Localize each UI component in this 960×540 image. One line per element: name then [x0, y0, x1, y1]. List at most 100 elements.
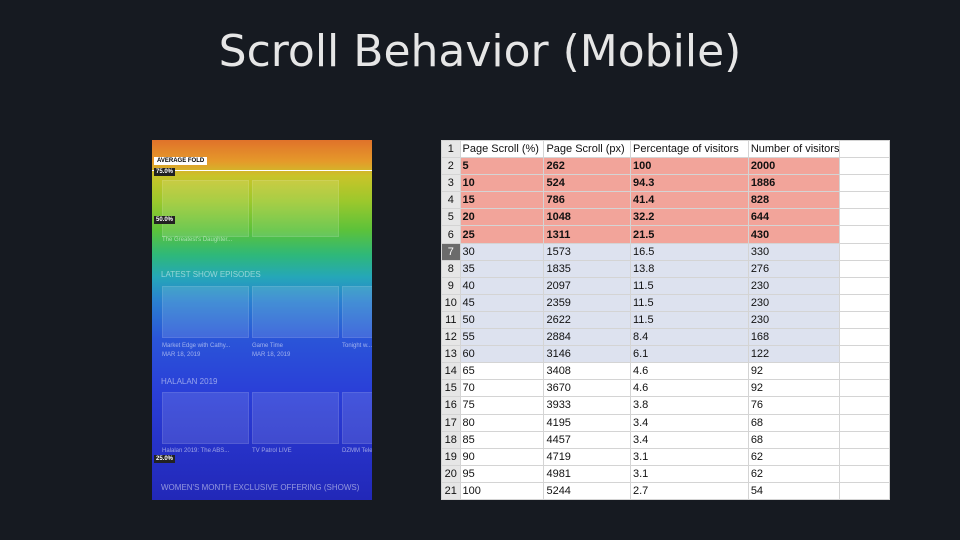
- cell: 41.4: [630, 191, 749, 210]
- empty-cell: [839, 259, 890, 278]
- caption: Market Edge with Cathy...: [162, 343, 231, 349]
- cell: 330: [747, 242, 841, 261]
- row-number: 20: [441, 464, 461, 483]
- row-number: 7: [441, 242, 461, 261]
- caption: MAR 18, 2019: [252, 352, 291, 358]
- empty-cell: [839, 328, 890, 347]
- row-number: 4: [441, 191, 461, 210]
- cell: 2097: [543, 276, 631, 295]
- empty-cell: [839, 208, 890, 227]
- data-row: 20 95 4981 3.1 62: [441, 464, 890, 483]
- empty-cell: [839, 430, 890, 449]
- cell: 62: [747, 464, 841, 483]
- data-row: 6 25 1311 21.5 430: [441, 225, 890, 244]
- data-row: 8 35 1835 13.8 276: [441, 259, 890, 278]
- data-row: 14 65 3408 4.6 92: [441, 362, 890, 381]
- data-row: 15 70 3670 4.6 92: [441, 379, 890, 398]
- cell: 3933: [543, 396, 631, 415]
- cell: 15: [459, 191, 545, 210]
- row-number: 18: [441, 430, 461, 449]
- cell: 644: [747, 208, 841, 227]
- column-header: Page Scroll (px): [543, 139, 631, 159]
- column-header: Number of visitors: [747, 139, 841, 159]
- caption: Game Time: [252, 343, 284, 349]
- data-row: 10 45 2359 11.5 230: [441, 293, 890, 312]
- cell: 55: [459, 328, 545, 347]
- cell: 4719: [543, 447, 631, 466]
- cell: 230: [747, 310, 841, 330]
- cell: 3670: [543, 379, 631, 398]
- row-number: 9: [441, 276, 461, 295]
- data-row: 17 80 4195 3.4 68: [441, 413, 890, 432]
- caption: The Greatest's Daughter...: [162, 237, 233, 243]
- cell: 90: [459, 447, 545, 466]
- fold-line: [152, 170, 372, 171]
- data-row: 19 90 4719 3.1 62: [441, 447, 890, 466]
- cell: 262: [543, 157, 631, 176]
- cell: 35: [459, 259, 545, 278]
- cell: 2622: [543, 310, 631, 330]
- data-row: 9 40 2097 11.5 230: [441, 276, 890, 295]
- cell: 11.5: [630, 276, 749, 295]
- cell: 828: [747, 191, 841, 210]
- row-number: 11: [441, 310, 461, 330]
- caption: MAR 18, 2019: [162, 352, 201, 358]
- cell: 230: [747, 293, 841, 312]
- scroll-marker: 50.0%: [154, 216, 176, 224]
- empty-cell: [839, 396, 890, 415]
- cell: 4.6: [630, 379, 749, 398]
- empty-cell: [839, 174, 890, 193]
- cell: 786: [543, 191, 631, 210]
- cell: 1835: [543, 259, 631, 278]
- cell: 68: [747, 430, 841, 449]
- data-row: 16 75 3933 3.8 76: [441, 396, 890, 415]
- scroll-marker: 25.0%: [154, 455, 176, 463]
- empty-cell: [839, 139, 890, 159]
- cell: 68: [747, 413, 841, 432]
- cell: 94.3: [630, 174, 749, 193]
- data-row: 5 20 1048 32.2 644: [441, 208, 890, 227]
- cell: 92: [747, 362, 841, 381]
- cell: 2.7: [630, 481, 749, 500]
- column-header: Page Scroll (%): [459, 139, 545, 159]
- cell: 5: [459, 157, 545, 176]
- cell: 80: [459, 413, 545, 432]
- empty-cell: [839, 225, 890, 244]
- cell: 1048: [543, 208, 631, 227]
- cell: 3408: [543, 362, 631, 381]
- scroll-marker: 75.0%: [154, 168, 176, 176]
- cell: 524: [543, 174, 631, 193]
- cell: 70: [459, 379, 545, 398]
- data-row: 4 15 786 41.4 828: [441, 191, 890, 210]
- data-row: 13 60 3146 6.1 122: [441, 345, 890, 364]
- row-number: 19: [441, 447, 461, 466]
- cell: 13.8: [630, 259, 749, 278]
- data-row: 7 30 1573 16.5 330: [441, 242, 890, 261]
- row-number: 3: [441, 174, 461, 193]
- cell: 4457: [543, 430, 631, 449]
- cell: 168: [747, 328, 841, 347]
- section-heading: LATEST SHOW EPISODES: [161, 270, 261, 279]
- data-row: 11 50 2622 11.5 230: [441, 310, 890, 330]
- cell: 3.4: [630, 430, 749, 449]
- empty-cell: [839, 464, 890, 483]
- row-number: 2: [441, 157, 461, 176]
- data-row: 18 85 4457 3.4 68: [441, 430, 890, 449]
- empty-cell: [839, 293, 890, 312]
- empty-cell: [839, 481, 890, 500]
- cell: 3.4: [630, 413, 749, 432]
- cell: 65: [459, 362, 545, 381]
- row-number: 12: [441, 328, 461, 347]
- scroll-heatmap: AVERAGE FOLD 75.0% 50.0% 25.0% LATEST SHOW …: [152, 140, 372, 500]
- cell: 21.5: [630, 225, 749, 244]
- cell: 276: [747, 259, 841, 278]
- row-number: 1: [441, 139, 461, 159]
- data-row: 21 100 5244 2.7 54: [441, 481, 890, 500]
- cell: 3.1: [630, 464, 749, 483]
- row-number: 15: [441, 379, 461, 398]
- cell: 430: [747, 225, 841, 244]
- header-row: 1 Page Scroll (%) Page Scroll (px) Percenta…: [441, 139, 890, 159]
- row-number: 14: [441, 362, 461, 381]
- caption: Halalan 2019: The ABS...: [162, 448, 230, 454]
